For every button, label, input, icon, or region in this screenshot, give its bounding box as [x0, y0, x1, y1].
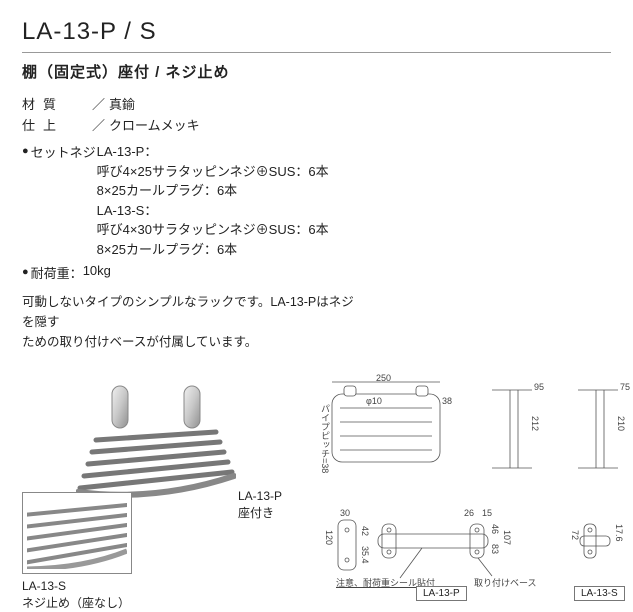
set-s-heading: LA-13-S： — [97, 201, 611, 221]
dim-15: 15 — [482, 508, 492, 518]
product-photo-sub — [22, 492, 132, 574]
dim-107: 107 — [502, 530, 512, 545]
dim-38: 38 — [442, 396, 452, 406]
dim-354: 35.4 — [360, 546, 370, 564]
load-row: ● 耐荷重 ： 10kg — [22, 263, 611, 282]
dim-26: 26 — [464, 508, 474, 518]
diagram-label-p: LA-13-P — [416, 586, 467, 601]
set-screw-label: セットネジ — [31, 142, 97, 161]
image-area: LA-13-P 座付き LA-13-S ネジ止め（座なし） — [22, 380, 611, 610]
dim-pipe-pitch: パイプピッチ=38 — [319, 404, 332, 473]
load-label: 耐荷重 — [31, 263, 70, 282]
dim-46: 46 — [490, 524, 500, 534]
product-code: LA-13-P / S — [22, 18, 611, 46]
dim-250: 250 — [376, 373, 391, 383]
finish-value: クロームメッキ — [109, 115, 200, 134]
dim-72: 72 — [570, 530, 580, 540]
photo-caption-sub: LA-13-S ネジ止め（座なし） — [22, 578, 130, 612]
dim-176: 17.6 — [614, 524, 624, 542]
spec-material: 材質 ／ 真鍮 — [22, 94, 611, 113]
product-title: 棚（固定式）座付 / ネジ止め — [22, 61, 611, 82]
bullet-icon: ● — [22, 263, 29, 282]
sep: ／ — [92, 115, 105, 134]
material-value: 真鍮 — [109, 94, 135, 113]
dim-95: 95 — [534, 382, 544, 392]
photo-caption-main: LA-13-P 座付き — [238, 488, 282, 522]
colon: ： — [70, 263, 83, 282]
set-screw-block: ● セットネジ LA-13-P： 呼び4×25サラタッピンネジ⊕SUS：6本 8… — [22, 142, 611, 259]
diagram-area: 250 パイプピッチ=38 φ10 38 95 212 75 210 30 12… — [322, 380, 632, 600]
set-p-line2: 8×25カールプラグ：6本 — [97, 181, 611, 201]
dim-phi: φ10 — [366, 396, 382, 406]
set-p-heading: LA-13-P： — [97, 142, 611, 162]
material-label: 材質 — [22, 94, 92, 113]
dim-30: 30 — [340, 508, 350, 518]
divider — [22, 52, 611, 53]
description: 可動しないタイプのシンプルなラックです。LA-13-Pはネジを隠す ための取り付… — [22, 292, 362, 352]
dim-42: 42 — [360, 526, 370, 536]
dim-120: 120 — [324, 530, 334, 545]
bullet-icon: ● — [22, 142, 29, 160]
load-value: 10kg — [83, 263, 111, 282]
dim-75: 75 — [620, 382, 630, 392]
caption-main-l2: 座付き — [238, 506, 274, 520]
dim-212: 212 — [530, 416, 540, 431]
set-p-line1: 呼び4×25サラタッピンネジ⊕SUS：6本 — [97, 162, 611, 182]
caption-sub-l1: LA-13-S — [22, 579, 66, 593]
sep: ／ — [92, 94, 105, 113]
dim-83: 83 — [490, 544, 500, 554]
caption-main-l1: LA-13-P — [238, 489, 282, 503]
caption-sub-l2: ネジ止め（座なし） — [22, 596, 130, 610]
spec-finish: 仕上 ／ クロームメッキ — [22, 115, 611, 134]
set-s-line1: 呼び4×30サラタッピンネジ⊕SUS：6本 — [97, 220, 611, 240]
desc-l2: ための取り付けベースが付属しています。 — [22, 335, 257, 349]
dim-210: 210 — [616, 416, 626, 431]
desc-l1: 可動しないタイプのシンプルなラックです。LA-13-Pはネジを隠す — [22, 295, 354, 329]
set-s-line2: 8×25カールプラグ：6本 — [97, 240, 611, 260]
note-base: 取り付けベース — [474, 576, 537, 589]
diagram-label-s: LA-13-S — [574, 586, 625, 601]
product-photo-main — [76, 380, 236, 500]
finish-label: 仕上 — [22, 115, 92, 134]
